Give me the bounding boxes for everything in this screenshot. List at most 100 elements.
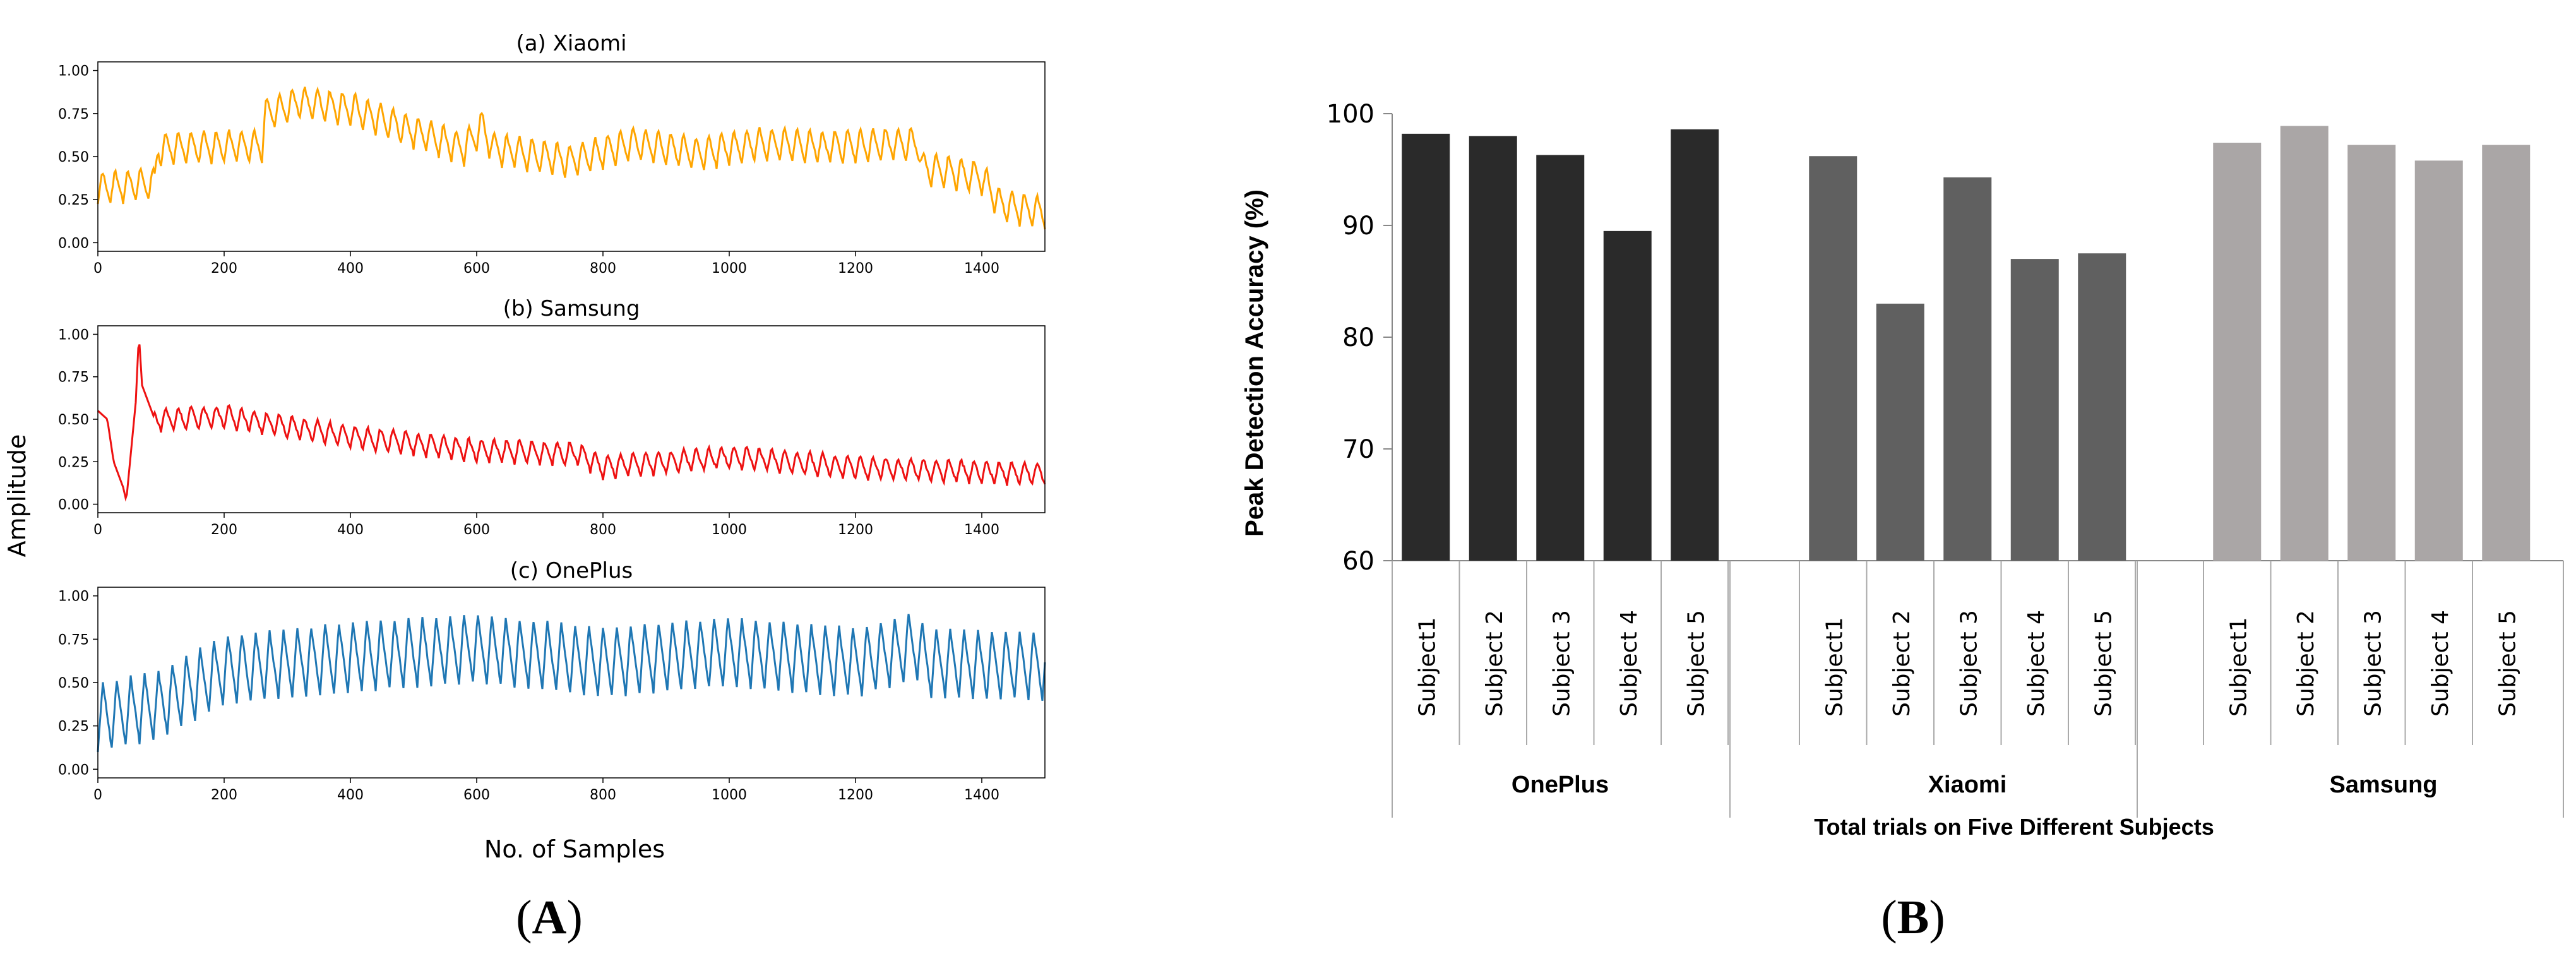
x-tick-label: 1200 bbox=[838, 787, 873, 803]
bar bbox=[2347, 145, 2396, 561]
x-tick-label: 600 bbox=[463, 787, 490, 803]
x-tick-label: 1400 bbox=[964, 261, 999, 277]
y-tick-label: 0.25 bbox=[58, 455, 89, 470]
y-tick-label: 0.00 bbox=[58, 498, 89, 513]
panel-b-label-letter: B bbox=[1897, 891, 1929, 944]
bar bbox=[2213, 143, 2262, 561]
bar bbox=[2482, 145, 2531, 561]
bar-category-label: Subject 5 bbox=[2090, 610, 2116, 717]
bar bbox=[2414, 160, 2463, 561]
x-tick-label: 800 bbox=[590, 787, 616, 803]
bar-group-label: OnePlus bbox=[1512, 772, 1609, 798]
x-tick-label: 1400 bbox=[964, 522, 999, 538]
panel-b-label: (B) bbox=[1881, 891, 1945, 944]
bar-group-label: Xiaomi bbox=[1928, 772, 2007, 798]
bar-category-label: Subject 4 bbox=[2428, 610, 2454, 717]
bar-y-tick-label: 100 bbox=[1327, 100, 1374, 129]
x-tick-label: 400 bbox=[337, 787, 364, 803]
y-tick-label: 0.50 bbox=[58, 676, 89, 691]
x-tick-label: 800 bbox=[590, 261, 616, 277]
bar-chart-xlabel: Total trials on Five Different Subjects bbox=[1814, 814, 2214, 840]
signal-line bbox=[97, 344, 1046, 502]
subplot-0: (a) Xiaomi 0.00 0.25 0.50 0.75 1.00 0 200 400 600… bbox=[58, 31, 1046, 277]
panel-b-bar-chart: Peak Detection Accuracy (%) Total trials… bbox=[1241, 100, 2564, 944]
x-tick-label: 200 bbox=[211, 787, 237, 803]
x-tick-label: 0 bbox=[93, 522, 102, 538]
y-tick-label: 1.00 bbox=[58, 64, 89, 80]
bar-category-label: Subject 2 bbox=[1482, 610, 1508, 717]
bar-category-label: Subject 4 bbox=[1616, 610, 1642, 717]
bar-category-label: Subject1 bbox=[1822, 618, 1847, 717]
bar bbox=[1671, 129, 1719, 561]
bar-y-tick-label: 90 bbox=[1342, 212, 1374, 241]
bar bbox=[1402, 133, 1450, 561]
bar bbox=[2280, 126, 2329, 561]
subplot-title: (b) Samsung bbox=[503, 296, 640, 321]
x-tick-label: 1200 bbox=[838, 261, 873, 277]
bar-y-tick-label: 70 bbox=[1342, 435, 1374, 464]
subplot-title: (c) OnePlus bbox=[510, 558, 633, 583]
y-tick-label: 1.00 bbox=[58, 589, 89, 605]
y-tick-label: 0.50 bbox=[58, 412, 89, 428]
bar-category-label: Subject 2 bbox=[2293, 610, 2319, 717]
panel-b-label-close: ) bbox=[1929, 891, 1945, 944]
subplot-2: (c) OnePlus 0.00 0.25 0.50 0.75 1.00 0 200 400 60… bbox=[58, 558, 1046, 803]
bar-category-label: Subject 2 bbox=[1889, 610, 1915, 717]
bar-category-label: Subject 5 bbox=[2495, 610, 2520, 717]
panel-a-label-letter: A bbox=[532, 891, 567, 944]
signal-line bbox=[97, 614, 1046, 753]
y-tick-label: 0.75 bbox=[58, 107, 89, 122]
bar bbox=[1943, 177, 1992, 561]
x-tick-label: 400 bbox=[337, 522, 364, 538]
subplot-1: (b) Samsung 0.00 0.25 0.50 0.75 1.00 0 200 400 60… bbox=[58, 296, 1046, 538]
subplot-title: (a) Xiaomi bbox=[516, 31, 626, 56]
signal-line bbox=[97, 86, 1046, 230]
x-tick-label: 800 bbox=[590, 522, 616, 538]
panel-a-label-open: ( bbox=[516, 891, 532, 944]
x-tick-label: 0 bbox=[93, 787, 102, 803]
bar bbox=[2078, 253, 2126, 561]
bar-category-label: Subject1 bbox=[2226, 618, 2251, 717]
axes-frame bbox=[97, 61, 1046, 252]
y-tick-label: 0.00 bbox=[58, 236, 89, 251]
x-tick-label: 1400 bbox=[964, 787, 999, 803]
y-tick-label: 0.50 bbox=[58, 150, 89, 165]
x-tick-label: 1000 bbox=[712, 787, 747, 803]
x-tick-label: 200 bbox=[211, 261, 237, 277]
bar-category-label: Subject1 bbox=[1414, 618, 1440, 717]
panel-a-ylabel: Amplitude bbox=[3, 434, 31, 558]
x-tick-label: 600 bbox=[463, 522, 490, 538]
bar-chart-ylabel: Peak Detection Accuracy (%) bbox=[1241, 189, 1268, 537]
bar bbox=[1536, 155, 1585, 561]
bar-group-xiaomi: Subject1 Subject 2 Subject 3 Subject 4 Subje… bbox=[1809, 156, 2126, 798]
bar-category-label: Subject 3 bbox=[1549, 610, 1575, 717]
x-tick-label: 0 bbox=[93, 261, 102, 277]
x-tick-label: 1000 bbox=[712, 522, 747, 538]
bar-category-label: Subject 3 bbox=[2360, 610, 2386, 717]
y-tick-label: 1.00 bbox=[58, 327, 89, 343]
x-tick-label: 1000 bbox=[712, 261, 747, 277]
y-tick-label: 0.00 bbox=[58, 762, 89, 778]
bar-y-tick-label: 60 bbox=[1342, 547, 1374, 576]
bar-category-label: Subject 5 bbox=[1683, 610, 1709, 717]
bar bbox=[1809, 156, 1857, 561]
bar-group-label: Samsung bbox=[2329, 772, 2437, 798]
x-tick-label: 600 bbox=[463, 261, 490, 277]
y-tick-label: 0.75 bbox=[58, 632, 89, 648]
bar-category-label: Subject 4 bbox=[2024, 610, 2049, 717]
panel-b-label-open: ( bbox=[1881, 891, 1897, 944]
bar-group-oneplus: Subject1 Subject 2 Subject 3 Subject 4 Subje… bbox=[1402, 129, 1719, 798]
panel-a-label-close: ) bbox=[566, 891, 582, 944]
bar bbox=[2010, 259, 2059, 561]
bar-category-label: Subject 3 bbox=[1956, 610, 1982, 717]
x-tick-label: 400 bbox=[337, 261, 364, 277]
y-tick-label: 0.25 bbox=[58, 193, 89, 208]
panel-a-signal-plots: Amplitude No. of Samples (A) (a) Xiaomi 0… bbox=[3, 31, 1046, 944]
x-tick-label: 200 bbox=[211, 522, 237, 538]
x-tick-label: 1200 bbox=[838, 522, 873, 538]
bar-y-tick-label: 80 bbox=[1342, 323, 1374, 352]
panel-a-xlabel: No. of Samples bbox=[484, 835, 665, 863]
y-tick-label: 0.25 bbox=[58, 719, 89, 735]
bar-group-samsung: Subject1 Subject 2 Subject 3 Subject 4 Subje… bbox=[2213, 126, 2531, 798]
